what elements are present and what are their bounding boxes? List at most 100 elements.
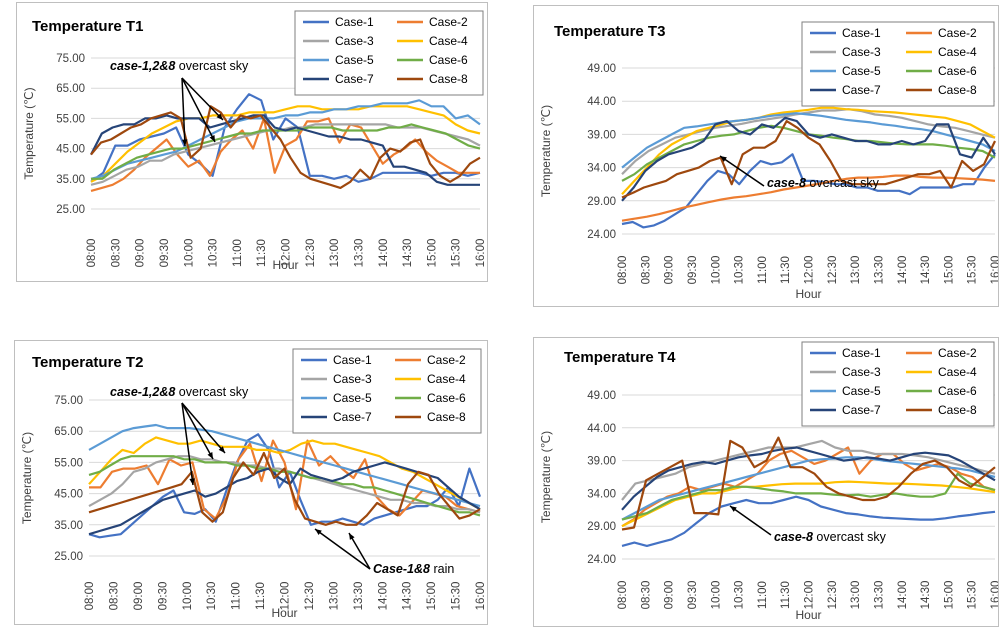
annotation: case-8 overcast sky (767, 176, 880, 190)
legend-entry: Case-5 (842, 384, 881, 398)
legend-entry: Case-7 (842, 403, 881, 417)
y-tick-label: 75.00 (54, 395, 83, 407)
y-tick-label: 65.00 (54, 426, 83, 438)
chart-t4: Temperature T4 24.00 29.00 34.00 39.00 44.00 4… (539, 341, 998, 622)
legend-entry: Case-1 (333, 353, 372, 367)
legend-entry: Case-3 (842, 45, 881, 59)
chart-title: Temperature T3 (554, 23, 665, 40)
series-line-case-8 (90, 105, 481, 189)
x-tick-label: 14:30 (402, 239, 414, 268)
series-line-case-4 (621, 106, 996, 195)
annotation-arrow (181, 77, 224, 121)
x-tick-label: 11:00 (757, 581, 769, 609)
x-tick-label: 13:00 (329, 239, 341, 268)
legend-entry: Case-8 (429, 72, 468, 86)
x-tick-label: 08:00 (86, 239, 98, 268)
legend-entry: Case-5 (333, 391, 372, 405)
x-tick-label: 15:00 (943, 256, 955, 285)
y-tick-label: 35.00 (56, 174, 85, 186)
chart-t1: Temperature T1 25.00 35.00 45.00 55.00 65.00 7… (22, 10, 487, 272)
annotation-arrow (181, 77, 216, 143)
chart-panel-t1: Temperature T1 25.00 35.00 45.00 55.00 65.00 7… (16, 2, 488, 282)
y-tick-label: 65.00 (56, 83, 85, 95)
y-tick-label: 34.00 (587, 163, 616, 175)
legend-entry: Case-6 (938, 64, 977, 78)
y-tick-label: 45.00 (56, 144, 85, 156)
x-tick-label: 14:00 (377, 582, 389, 611)
y-tick-label: 24.00 (587, 554, 616, 566)
x-tick-label: 16:00 (990, 581, 998, 610)
chart-title: Temperature T2 (32, 354, 143, 371)
series-line-case-3 (621, 108, 996, 175)
y-tick-label: 24.00 (587, 229, 616, 241)
x-tick-label: 10:30 (208, 239, 220, 268)
arrow-head (216, 113, 223, 120)
series-line-case-5 (90, 99, 481, 180)
arrow-head (315, 529, 322, 535)
x-tick-label: 12:30 (827, 256, 839, 285)
x-tick-label: 11:00 (757, 256, 769, 284)
legend-entry: Case-6 (429, 53, 468, 67)
x-tick-label: 10:30 (734, 256, 746, 285)
x-tick-label: 09:30 (687, 581, 699, 610)
legend-entry: Case-2 (938, 26, 977, 40)
arrow-head (730, 506, 737, 512)
series-line-case-8 (621, 436, 996, 531)
series-line-case-1 (88, 433, 482, 539)
chart-panel-t2: Temperature T2 25.00 35.00 45.00 55.00 65.00 7… (14, 340, 488, 625)
legend-entry: Case-4 (938, 365, 977, 379)
x-tick-label: 08:30 (640, 581, 652, 610)
chart-t3: Temperature T3 24.00 29.00 34.00 39.00 44.00 4… (539, 21, 998, 301)
x-tick-label: 08:30 (640, 256, 652, 285)
y-tick-label: 55.00 (54, 457, 83, 469)
y-axis-label: Temperature (℃) (539, 431, 553, 523)
x-tick-label: 14:00 (378, 239, 390, 268)
y-axis-label: Temperature (℃) (20, 432, 34, 524)
x-tick-label: 14:00 (897, 256, 909, 285)
y-tick-label: 34.00 (587, 488, 616, 500)
chart-title: Temperature T4 (564, 349, 676, 366)
legend-entry: Case-4 (938, 45, 977, 59)
x-tick-label: 16:00 (475, 239, 487, 268)
x-tick-label: 09:30 (157, 582, 169, 611)
annotation-arrow (181, 402, 194, 486)
annotation: Case-1&8 rain (373, 562, 454, 576)
annotation: case-1,2&8 overcast sky (110, 59, 249, 73)
arrow-head (720, 156, 727, 162)
series-line-case-8 (621, 119, 996, 199)
y-tick-label: 45.00 (54, 489, 83, 501)
series-line-case-2 (621, 174, 996, 222)
series-line-case-8 (88, 451, 481, 526)
legend-entry: Case-6 (427, 391, 466, 405)
series-line-case-3 (90, 123, 481, 186)
legend-entry: Case-4 (427, 372, 466, 386)
x-tick-label: 13:30 (353, 582, 365, 611)
series-line-case-5 (88, 423, 481, 508)
y-tick-label: 35.00 (54, 520, 83, 532)
series-line-case-2 (90, 117, 480, 192)
x-tick-label: 15:30 (451, 239, 463, 268)
annotation-arrow (719, 155, 765, 187)
y-axis-label: Temperature (℃) (22, 87, 36, 179)
chart-title: Temperature T1 (32, 18, 143, 35)
arrow-head (182, 139, 188, 146)
x-tick-label: 13:30 (873, 581, 885, 610)
legend-entry: Case-4 (429, 34, 468, 48)
x-tick-label: 10:00 (183, 239, 195, 268)
legend-entry: Case-6 (938, 384, 977, 398)
x-tick-label: 15:00 (943, 581, 955, 610)
x-tick-label: 10:00 (710, 256, 722, 285)
x-tick-label: 08:00 (617, 581, 629, 610)
x-tick-label: 09:00 (135, 239, 147, 268)
annotation: case-1,2&8 overcast sky (110, 385, 249, 399)
y-tick-label: 44.00 (587, 96, 616, 108)
legend-entry: Case-3 (842, 365, 881, 379)
annotation-arrow (181, 402, 214, 460)
x-tick-label: 10:30 (206, 582, 218, 611)
legend (294, 10, 484, 96)
legend (801, 21, 995, 107)
legend (801, 341, 995, 427)
x-axis-label: Hour (795, 608, 821, 622)
chart-panel-t3: Temperature T3 24.00 29.00 34.00 39.00 44.00 4… (533, 5, 999, 307)
series-line-case-7 (88, 461, 481, 536)
